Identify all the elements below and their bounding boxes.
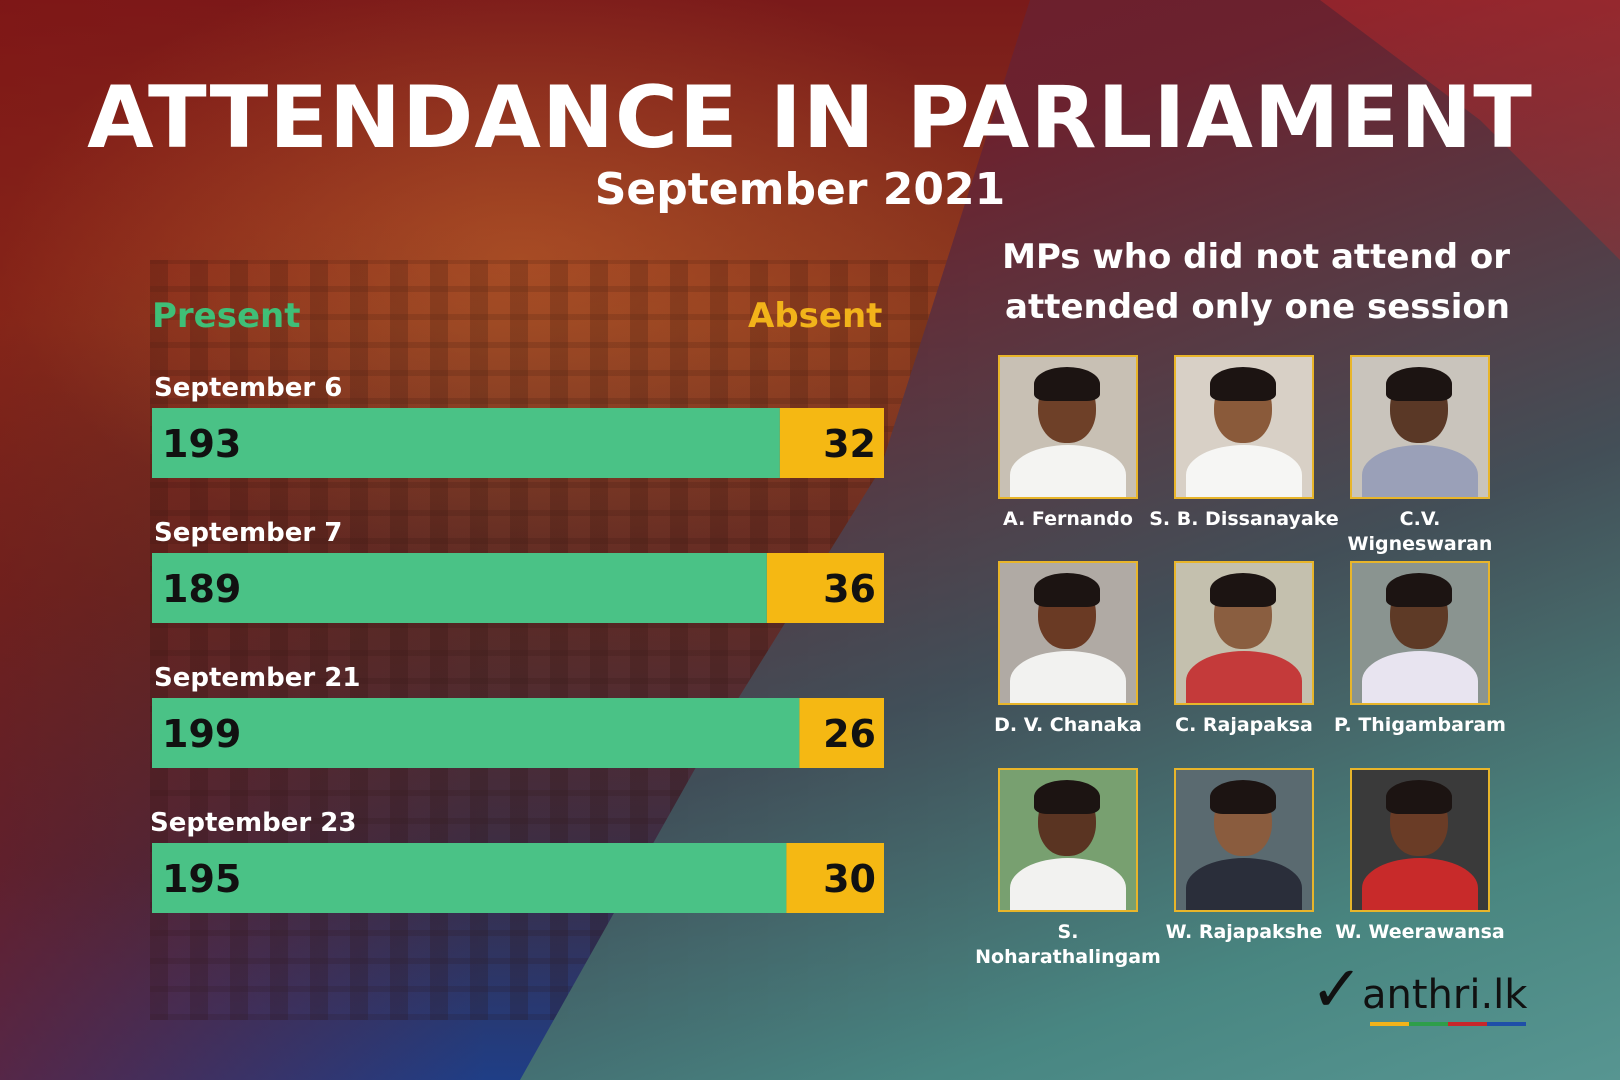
mp-card: P. Thigambaram xyxy=(1325,561,1515,738)
mp-card: C. Rajapaksa xyxy=(1149,561,1339,738)
mp-photo-hair xyxy=(1210,367,1276,401)
mp-photo-hair xyxy=(1210,780,1276,814)
mp-photo xyxy=(1350,768,1490,912)
mp-photo-hair xyxy=(1386,367,1452,401)
mp-name: S. Noharathalingam xyxy=(975,921,1161,968)
page-title: ATTENDANCE IN PARLIAMENT xyxy=(87,68,1533,168)
checkmark-icon: ✓ xyxy=(1310,953,1364,1027)
legend-absent: Absent xyxy=(748,296,883,336)
mp-card: W. Weerawansa xyxy=(1325,768,1515,945)
mp-photo xyxy=(1174,768,1314,912)
legend-present: Present xyxy=(152,296,301,336)
mp-name: P. Thigambaram xyxy=(1334,714,1506,736)
mp-card: D. V. Chanaka xyxy=(973,561,1163,738)
mp-photo xyxy=(1350,561,1490,705)
mp-photo xyxy=(1174,561,1314,705)
mp-photo-hair xyxy=(1210,573,1276,607)
mp-photo-hair xyxy=(1034,780,1100,814)
mp-photo-hair xyxy=(1034,367,1100,401)
mps-heading: MPs who did not attend or attended only … xyxy=(1002,237,1510,327)
mp-photo-hair xyxy=(1386,780,1452,814)
logo-text: anthri.lk xyxy=(1362,972,1528,1018)
mp-photo-shirt xyxy=(1186,651,1302,703)
mp-photo xyxy=(1350,355,1490,499)
mp-photo-shirt xyxy=(1186,445,1302,497)
mp-card: S. B. Dissanayake xyxy=(1149,355,1339,532)
mp-name: C.V. Wigneswaran xyxy=(1347,508,1493,555)
mp-photo-shirt xyxy=(1010,445,1126,497)
mp-name: D. V. Chanaka xyxy=(994,714,1142,736)
logo-stripe xyxy=(1448,1022,1487,1026)
mp-photo xyxy=(998,355,1138,499)
logo-stripe xyxy=(1487,1022,1526,1026)
logo-stripe xyxy=(1370,1022,1409,1026)
manthri-logo: ✓ anthri.lk xyxy=(1310,958,1530,1028)
logo-stripes xyxy=(1370,1022,1526,1026)
mp-photo-hair xyxy=(1386,573,1452,607)
mp-name: W. Rajapakshe xyxy=(1165,921,1323,943)
mp-photo-hair xyxy=(1034,573,1100,607)
mp-name: C. Rajapaksa xyxy=(1175,714,1313,736)
mp-photo xyxy=(1174,355,1314,499)
mp-name: S. B. Dissanayake xyxy=(1149,508,1339,530)
mp-name: W. Weerawansa xyxy=(1335,921,1505,943)
mp-name: A. Fernando xyxy=(1003,508,1133,530)
mp-photo-shirt xyxy=(1362,445,1478,497)
mp-photo xyxy=(998,768,1138,912)
mp-card: A. Fernando xyxy=(973,355,1163,532)
mp-photo-shirt xyxy=(1010,651,1126,703)
mp-photo-shirt xyxy=(1362,651,1478,703)
mp-photo-shirt xyxy=(1186,858,1302,910)
mp-photo-shirt xyxy=(1010,858,1126,910)
mp-card: C.V. Wigneswaran xyxy=(1325,355,1515,557)
logo-stripe xyxy=(1409,1022,1448,1026)
mp-photo xyxy=(998,561,1138,705)
mp-card: W. Rajapakshe xyxy=(1149,768,1339,945)
mp-card: S. Noharathalingam xyxy=(973,768,1163,970)
page-subtitle: September 2021 xyxy=(594,164,1006,215)
mp-photo-shirt xyxy=(1362,858,1478,910)
